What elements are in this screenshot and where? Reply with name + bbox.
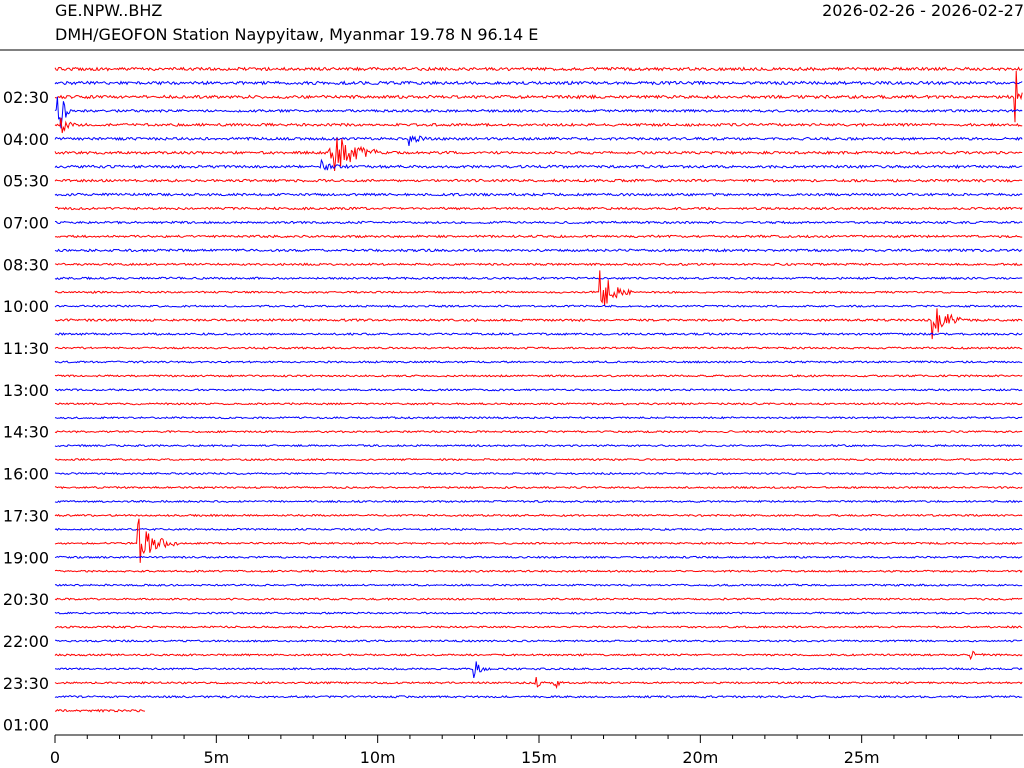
time-label: 16:00 (3, 465, 49, 484)
trace-line (54, 499, 1023, 504)
trace-line (54, 388, 1023, 392)
trace-line (54, 457, 1023, 462)
trace-line (54, 694, 1023, 699)
trace-line (54, 332, 1023, 336)
trace-line (54, 402, 1023, 406)
date-range: 2026-02-26 - 2026-02-27 (822, 1, 1024, 20)
time-label: 22:00 (3, 632, 49, 651)
trace-line (54, 134, 1023, 146)
x-tick-label: 15m (521, 748, 557, 767)
x-tick-label: 5m (203, 748, 229, 767)
time-label: 14:30 (3, 423, 49, 442)
trace-line (54, 708, 146, 713)
trace-line (54, 625, 1023, 629)
trace-line (54, 677, 1023, 690)
trace-line (54, 270, 1023, 306)
trace-line (54, 66, 1023, 72)
time-label: 08:30 (3, 255, 49, 274)
trace-line (54, 650, 1023, 661)
trace-line (54, 611, 1023, 615)
time-label: 01:00 (3, 716, 49, 735)
time-label: 23:30 (3, 674, 49, 693)
trace-line (54, 276, 1023, 281)
trace-line (54, 583, 1023, 587)
time-label: 07:00 (3, 213, 49, 232)
trace-lines (54, 66, 1023, 713)
trace-line (54, 416, 1023, 420)
time-label: 13:00 (3, 381, 49, 400)
time-label: 11:30 (3, 339, 49, 358)
trace-line (54, 206, 1023, 211)
x-tick-label: 25m (844, 748, 880, 767)
trace-line (54, 555, 1023, 559)
time-label: 17:30 (3, 506, 49, 525)
trace-line (54, 443, 1023, 448)
time-label: 04:00 (3, 130, 49, 149)
trace-line (54, 471, 1023, 476)
trace-line (54, 234, 1023, 239)
time-labels: 02:30 04:00 05:30 07:00 08:30 10:00 11:30 13:00… (3, 88, 49, 735)
trace-line (54, 569, 1023, 573)
trace-line (54, 262, 1023, 267)
x-tick-label: 0 (50, 748, 60, 767)
trace-line (54, 117, 1023, 134)
trace-line (54, 220, 1023, 225)
x-axis: 0 5m 10m 15m 20m 25m (50, 734, 1023, 767)
trace-line (54, 178, 1023, 183)
x-tick-label: 10m (360, 748, 396, 767)
time-label: 19:00 (3, 548, 49, 567)
x-tick-label: 20m (682, 748, 718, 767)
time-label: 10:00 (3, 297, 49, 316)
trace-line (54, 137, 1023, 171)
trace-line (54, 192, 1023, 197)
trace-line (54, 80, 1023, 86)
time-label: 02:30 (3, 88, 49, 107)
trace-line (54, 70, 1023, 123)
trace-line (54, 597, 1023, 601)
trace-line (54, 304, 1023, 308)
time-label: 05:30 (3, 172, 49, 191)
trace-line (55, 639, 1023, 643)
trace-line (54, 158, 1023, 171)
time-label: 20:30 (3, 590, 49, 609)
trace-line (54, 308, 1023, 340)
trace-line (54, 429, 1023, 434)
trace-line (54, 346, 1023, 350)
trace-line (54, 96, 1023, 129)
station-name: DMH/GEOFON Station Naypyitaw, Myanmar 19… (55, 25, 539, 44)
trace-line (54, 374, 1023, 378)
trace-line (54, 527, 1023, 532)
trace-line (54, 513, 1023, 518)
trace-line (54, 485, 1023, 490)
trace-line (54, 248, 1023, 253)
trace-line (54, 661, 1023, 679)
trace-line (54, 360, 1023, 364)
station-code: GE.NPW..BHZ (55, 1, 163, 20)
trace-line (54, 518, 1023, 563)
